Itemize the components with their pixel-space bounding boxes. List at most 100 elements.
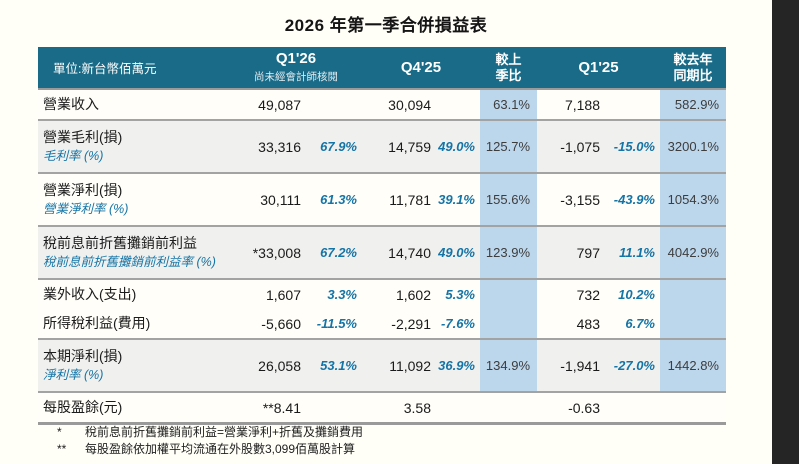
row-label-cell: 每股盈餘(元) (38, 398, 230, 417)
table-body: 營業收入 49,087 30,094 63.1% 7,188 582.9% 營業… (38, 90, 726, 393)
row-label: 營業收入 (43, 96, 99, 113)
q425-margin: -7.6% (441, 316, 475, 331)
row-label-cell: 稅前息前折舊攤銷前利益 稅前息前折舊攤銷前利益率 (%) (38, 234, 230, 271)
yoy-change: 4042.9% (660, 227, 726, 278)
eps-row: 每股盈餘(元) **8.41 3.58 -0.63 (38, 393, 726, 425)
qoq-change: 123.9% (480, 227, 537, 278)
row-label-cell: 營業收入 (38, 95, 230, 114)
col-header-yoy-line2: 同期比 (673, 67, 713, 83)
table-row: 業外收入(支出) 1,607 3.3% 1,602 5.3% 732 10.2% (38, 280, 726, 309)
yoy-change: 3200.1% (660, 121, 726, 172)
row-label: 每股盈餘(元) (43, 399, 123, 416)
q425-value: 30,094 (388, 96, 431, 113)
q125-value: 483 (576, 315, 600, 332)
footnote-line: * 稅前息前折舊攤銷前利益=營業淨利+折舊及攤銷費用 (38, 424, 726, 440)
q125-value: -1,941 (560, 357, 600, 374)
col-header-q126-note: 尚未經會計師核閱 (254, 70, 338, 83)
col-header-yoy-line1: 較去年 (673, 51, 713, 67)
q126-margin: 67.2% (320, 245, 357, 260)
footnote-marker: ** (57, 442, 67, 456)
q425-value: 3.58 (403, 399, 431, 416)
q425-value: 11,781 (389, 191, 431, 208)
q126-value: 49,087 (258, 96, 301, 113)
q126-margin: -11.5% (316, 316, 357, 331)
row-label-cell: 營業淨利(損) 營業淨利率 (%) (38, 181, 230, 218)
col-header-q126: Q1'26 尚未經會計師核閱 (230, 51, 362, 84)
row-sublabel: 稅前息前折舊攤銷前利益率 (%) (43, 255, 216, 269)
table-row: 營業淨利(損) 營業淨利率 (%) 30,111 61.3% 11,781 39… (38, 174, 726, 227)
footnote-marker: * (57, 425, 62, 439)
q126-margin: 61.3% (320, 192, 357, 207)
col-header-q125: Q1'25 (578, 59, 619, 76)
qoq-change: 134.9% (480, 340, 537, 391)
footnote-text: 每股盈餘依加權平均流通在外股數3,099佰萬股計算 (85, 442, 356, 456)
row-label-cell: 所得稅利益(費用) (38, 314, 230, 333)
q425-margin: 49.0% (438, 245, 475, 260)
q126-margin: 67.9% (320, 139, 357, 154)
q126-value: *33,008 (252, 244, 301, 261)
q425-margin: 36.9% (438, 358, 475, 373)
q126-margin: 53.1% (320, 358, 357, 373)
row-label-cell: 本期淨利(損) 淨利率 (%) (38, 347, 230, 384)
q126-value: 30,111 (260, 191, 301, 208)
yoy-change (660, 309, 726, 338)
q125-value: -1,075 (560, 138, 600, 155)
row-label: 所得稅利益(費用) (43, 315, 151, 332)
col-header-q425: Q4'25 (400, 59, 442, 76)
q125-margin: -15.0% (613, 139, 655, 154)
row-label: 業外收入(支出) (43, 286, 137, 303)
income-statement-table: 單位:新台幣佰萬元 Q1'26 尚未經會計師核閱 Q4'25 較上 季比 Q1'… (38, 47, 726, 425)
footnote-line: ** 每股盈餘依加權平均流通在外股數3,099佰萬股計算 (38, 441, 726, 457)
q125-value: -3,155 (560, 191, 600, 208)
q425-margin: 5.3% (445, 287, 475, 302)
q126-margin: 3.3% (327, 287, 357, 302)
qoq-change: 63.1% (480, 90, 537, 119)
row-label: 營業淨利(損) (43, 182, 123, 199)
q125-margin: 11.1% (619, 245, 655, 260)
row-label: 本期淨利(損) (43, 348, 123, 365)
row-label: 稅前息前折舊攤銷前利益 (43, 235, 197, 252)
page-title: 2026 年第一季合併損益表 (284, 16, 488, 35)
q125-margin: -27.0% (613, 358, 655, 373)
q425-value: 14,740 (388, 244, 431, 261)
q425-value: -2,291 (391, 315, 431, 332)
q125-value: 7,188 (564, 96, 600, 113)
q425-value: 1,602 (395, 286, 431, 303)
row-label-cell: 營業毛利(損) 毛利率 (%) (38, 128, 230, 165)
row-sublabel: 營業淨利率 (%) (43, 202, 129, 216)
q126-value: -5,660 (261, 315, 301, 332)
footnotes: * 稅前息前折舊攤銷前利益=營業淨利+折舊及攤銷費用 ** 每股盈餘依加權平均流… (38, 424, 726, 458)
row-sublabel: 淨利率 (%) (43, 368, 104, 382)
q125-value: 732 (576, 286, 600, 303)
q425-margin: 39.1% (438, 192, 475, 207)
qoq-change (480, 280, 537, 309)
q126-value: **8.41 (262, 399, 301, 416)
col-header-q126-title: Q1'26 (275, 50, 317, 68)
q125-value: -0.63 (568, 399, 600, 416)
table-header-row: 單位:新台幣佰萬元 Q1'26 尚未經會計師核閱 Q4'25 較上 季比 Q1'… (38, 47, 726, 90)
row-sublabel: 毛利率 (%) (43, 149, 104, 163)
yoy-change: 582.9% (660, 90, 726, 119)
row-label-cell: 業外收入(支出) (38, 285, 230, 304)
q125-margin: 10.2% (618, 287, 655, 302)
col-header-qoq-line1: 較上 (495, 51, 522, 67)
table-row: 營業毛利(損) 毛利率 (%) 33,316 67.9% 14,759 49.0… (38, 121, 726, 174)
yoy-change: 1442.8% (660, 340, 726, 391)
col-header-qoq: 較上 季比 (480, 52, 537, 83)
qoq-change: 125.7% (480, 121, 537, 172)
table-row: 營業收入 49,087 30,094 63.1% 7,188 582.9% (38, 90, 726, 121)
q125-margin: -43.9% (613, 192, 655, 207)
q425-margin: 49.0% (438, 139, 475, 154)
q126-value: 1,607 (265, 286, 301, 303)
table-row: 所得稅利益(費用) -5,660 -11.5% -2,291 -7.6% 483… (38, 309, 726, 340)
col-header-yoy: 較去年 同期比 (660, 52, 726, 83)
yoy-change (660, 280, 726, 309)
footnote-text: 稅前息前折舊攤銷前利益=營業淨利+折舊及攤銷費用 (85, 425, 364, 439)
table-row: 本期淨利(損) 淨利率 (%) 26,058 53.1% 11,092 36.9… (38, 340, 726, 393)
qoq-change (480, 309, 537, 338)
qoq-change: 155.6% (480, 174, 537, 225)
yoy-change: 1054.3% (660, 174, 726, 225)
col-header-qoq-line2: 季比 (495, 67, 522, 83)
q425-value: 14,759 (388, 138, 431, 155)
